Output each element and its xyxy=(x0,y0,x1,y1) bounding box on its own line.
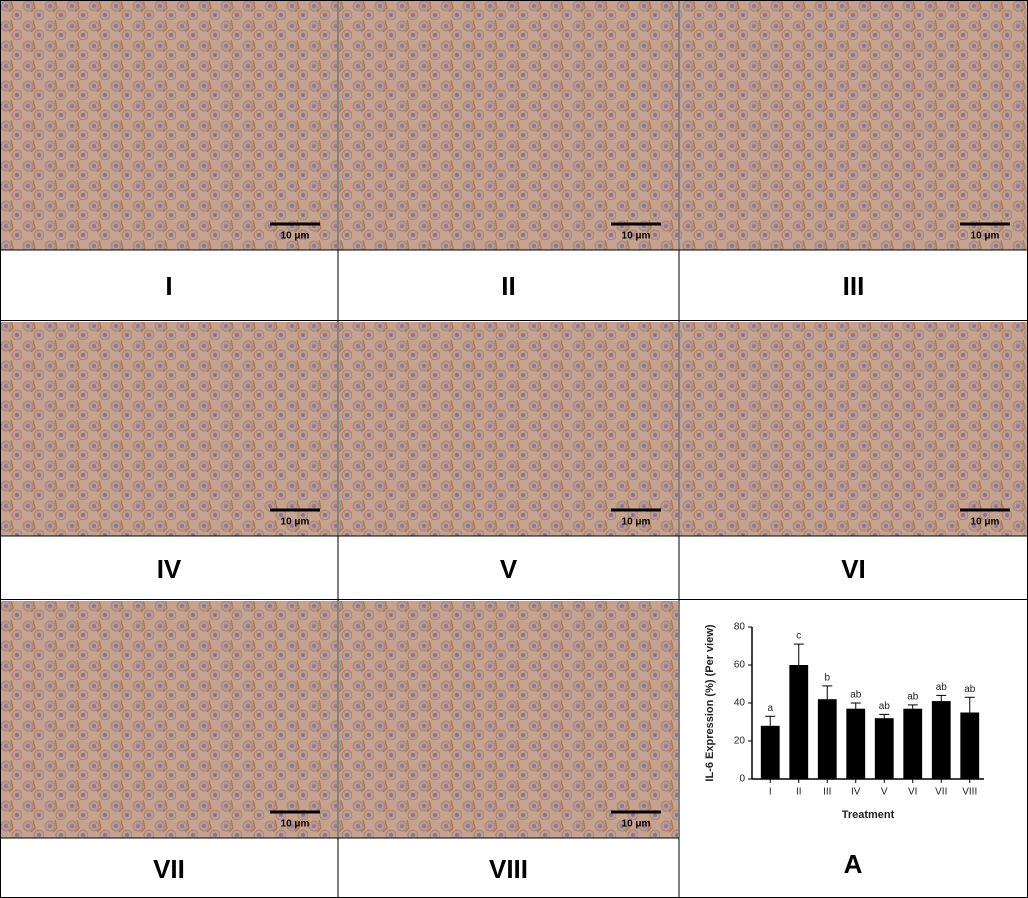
panel-label: II xyxy=(501,271,515,301)
x-tick-label: VIII xyxy=(962,787,977,798)
error-bar xyxy=(879,713,890,719)
significance-letter: a xyxy=(767,703,773,714)
x-tick-label: V xyxy=(881,787,888,798)
y-tick-label: 60 xyxy=(734,660,746,671)
x-tick-label: VII xyxy=(935,787,947,798)
y-tick-label: 80 xyxy=(734,622,746,633)
panel-label: VII xyxy=(153,854,185,884)
bar xyxy=(874,718,894,779)
scale-bar-label: 10 μm xyxy=(281,819,310,830)
significance-letter: ab xyxy=(936,682,948,693)
panel-label: III xyxy=(843,271,865,301)
micrograph xyxy=(680,322,1027,536)
error-bar xyxy=(907,704,918,709)
scale-bar-label: 10 μm xyxy=(281,517,310,528)
significance-letter: ab xyxy=(964,684,976,695)
y-tick-label: 40 xyxy=(734,698,746,709)
micrograph xyxy=(680,1,1027,250)
significance-letter: ab xyxy=(907,692,919,703)
panel-label: VI xyxy=(841,554,866,584)
x-tick-label: III xyxy=(823,787,831,798)
scale-bar-label: 10 μm xyxy=(622,819,651,830)
micrograph xyxy=(339,322,678,536)
y-tick-label: 20 xyxy=(734,736,746,747)
scale-bar-label: 10 μm xyxy=(971,231,1000,242)
significance-letter: ab xyxy=(850,690,862,701)
significance-letter: c xyxy=(796,631,801,642)
scale-bar-label: 10 μm xyxy=(622,231,651,242)
panel-label: I xyxy=(165,271,172,301)
micrograph xyxy=(1,1,337,250)
error-bar xyxy=(793,643,804,665)
y-axis-label: IL-6 Expression (%) (Per view) xyxy=(704,624,716,781)
bar xyxy=(817,699,837,779)
bar xyxy=(931,701,951,779)
bar xyxy=(760,725,780,779)
error-bar xyxy=(765,715,776,726)
error-bar xyxy=(822,685,833,700)
bar xyxy=(846,708,866,779)
error-bar xyxy=(964,696,975,713)
bar xyxy=(789,665,809,779)
chart: 0 20 40 60 80 IL-6 Expression (%) (Per view) T… xyxy=(704,622,984,821)
micrograph xyxy=(1,322,337,536)
panel-label: VIII xyxy=(489,854,528,884)
x-tick-label: II xyxy=(796,787,802,798)
x-tick-label: IV xyxy=(851,787,861,798)
bar xyxy=(960,712,980,779)
x-tick-label: VI xyxy=(908,787,917,798)
scale-bar-label: 10 μm xyxy=(622,517,651,528)
micrograph xyxy=(339,601,678,838)
error-bar xyxy=(936,694,947,702)
significance-letter: b xyxy=(824,673,830,684)
x-axis-label: Treatment xyxy=(842,809,895,821)
bar xyxy=(903,708,923,779)
y-tick-label: 0 xyxy=(739,774,745,785)
scale-bar-label: 10 μm xyxy=(281,231,310,242)
micrograph xyxy=(339,1,678,250)
error-bar xyxy=(850,702,861,709)
panel-label: V xyxy=(500,554,518,584)
panel-label: IV xyxy=(157,554,182,584)
scale-bar-label: 10 μm xyxy=(971,517,1000,528)
panel-label: A xyxy=(844,849,863,879)
x-tick-label: I xyxy=(769,787,772,798)
significance-letter: ab xyxy=(879,701,891,712)
micrograph xyxy=(1,601,337,838)
